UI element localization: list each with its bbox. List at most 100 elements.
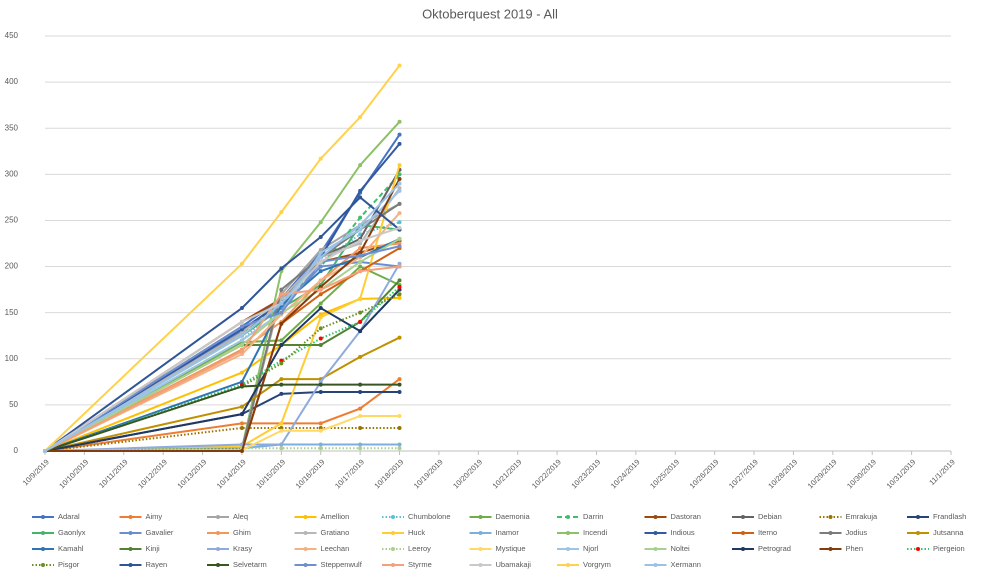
legend-label: Daemonia (496, 512, 531, 521)
legend-item: Rayen (119, 560, 167, 569)
point (279, 425, 284, 430)
y-tick-label: 150 (5, 308, 19, 317)
legend-item: Kinji (119, 544, 161, 553)
point (239, 370, 244, 375)
point (397, 292, 402, 297)
point (318, 250, 323, 255)
point (318, 247, 323, 252)
legend-label: Huck (408, 528, 425, 537)
legend-label: Indious (671, 528, 695, 537)
point (358, 310, 363, 315)
legend-marker (391, 515, 395, 519)
point (397, 211, 402, 216)
legend-item: Daemonia (469, 512, 531, 521)
legend-item: Steppenwulf (294, 560, 363, 569)
series-line (44, 212, 401, 452)
point (239, 338, 244, 343)
legend-marker (478, 563, 483, 567)
x-tick-label: 10/15/2019 (254, 457, 287, 490)
series-line (44, 64, 401, 452)
legend-marker (216, 563, 220, 567)
point (358, 406, 363, 411)
legend-marker (478, 515, 483, 519)
legend-label: Kamahl (58, 544, 84, 553)
point (358, 296, 363, 301)
series-line (44, 447, 400, 452)
point (397, 241, 402, 246)
point (358, 253, 363, 258)
legend-item: Njorl (557, 544, 599, 553)
legend-label: Kinji (146, 544, 161, 553)
point (239, 425, 244, 430)
y-tick-label: 0 (14, 446, 19, 455)
legend-label: Inamor (496, 528, 520, 537)
legend-item: Jutsanna (907, 528, 964, 537)
legend-label: Frandlash (933, 512, 966, 521)
x-tick-label: 10/11/2019 (97, 457, 130, 490)
y-tick-label: 200 (5, 262, 19, 271)
legend-marker (653, 515, 658, 519)
series-line (44, 238, 401, 452)
point (279, 377, 284, 382)
legend-label: Gavalier (146, 528, 174, 537)
x-tick-label: 10/31/2019 (885, 457, 918, 490)
point (397, 119, 402, 124)
point (318, 301, 323, 306)
point (279, 310, 284, 315)
point (239, 384, 244, 389)
x-tick-label: 10/28/2019 (766, 457, 799, 490)
point (358, 319, 363, 324)
point (358, 329, 363, 334)
x-tick-label: 10/9/2019 (21, 457, 51, 487)
legend-marker (216, 531, 220, 535)
legend-item: Emrakuja (819, 512, 878, 521)
legend-label: Jodius (846, 528, 868, 537)
legend-marker (566, 531, 570, 535)
legend-item: Petrograd (732, 544, 791, 553)
legend-label: Pisgor (58, 560, 80, 569)
legend-item: Leechan (294, 544, 349, 553)
point (358, 264, 363, 269)
point (239, 379, 244, 384)
point (397, 377, 402, 382)
point (318, 235, 323, 240)
legend-label: Amellion (321, 512, 350, 521)
point (239, 333, 244, 338)
point (358, 250, 363, 255)
legend-item: Styrme (382, 560, 432, 569)
series-line (44, 226, 400, 452)
point (239, 342, 244, 347)
y-tick-label: 400 (5, 77, 19, 86)
legend-marker (741, 547, 745, 551)
legend-item: Pisgor (32, 560, 80, 569)
legend-label: Jutsanna (933, 528, 964, 537)
legend-item: Xermann (644, 560, 701, 569)
legend-marker (478, 531, 483, 535)
point (279, 287, 284, 292)
legend-item: Gratiano (294, 528, 349, 537)
chart-title: Oktoberquest 2019 - All (422, 6, 558, 21)
point (239, 449, 244, 453)
legend-label: Phen (846, 544, 864, 553)
point (397, 141, 402, 146)
legend-marker (303, 531, 308, 535)
legend-item: Debian (732, 512, 782, 521)
legend-marker (391, 531, 395, 535)
legend-label: Adaral (58, 512, 80, 521)
point (397, 201, 402, 206)
point (397, 220, 402, 225)
point (397, 382, 402, 387)
series-line (44, 164, 401, 452)
legend-item: Leeroy (382, 544, 431, 553)
point (239, 421, 244, 426)
point (397, 163, 402, 168)
x-tick-label: 10/27/2019 (727, 457, 760, 490)
point (279, 292, 284, 297)
legend-label: Darrin (583, 512, 603, 521)
x-tick-label: 10/13/2019 (175, 457, 208, 490)
point (397, 264, 402, 269)
legend-item: Indious (644, 528, 695, 537)
point (239, 404, 244, 409)
x-tick-label: 11/1/2019 (927, 457, 957, 487)
